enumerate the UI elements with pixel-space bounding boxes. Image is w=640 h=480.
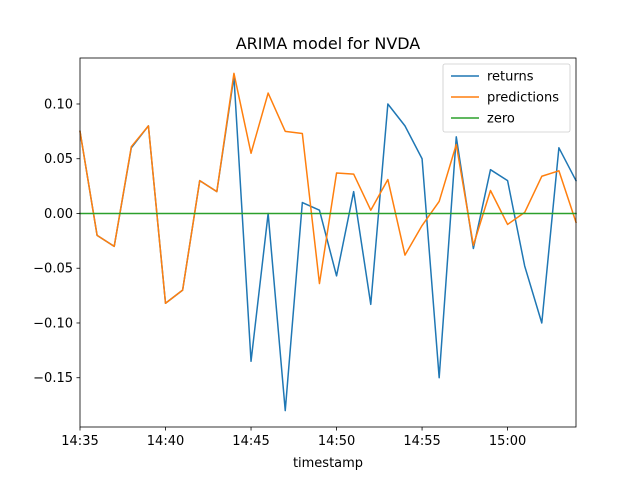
y-tick-label: −0.05 <box>33 262 73 277</box>
x-axis-label: timestamp <box>293 456 363 471</box>
legend-label-zero: zero <box>487 112 515 127</box>
x-tick-label: 14:35 <box>61 434 98 449</box>
x-tick-label: 14:45 <box>232 434 269 449</box>
y-tick-label: −0.10 <box>33 316 73 331</box>
y-tick-label: 0.05 <box>44 152 73 167</box>
x-tick-label: 14:50 <box>318 434 355 449</box>
axes-frame <box>79 57 577 428</box>
y-tick-label: −0.15 <box>33 371 73 386</box>
y-tick-label: 0.00 <box>44 207 73 222</box>
x-tick-label: 15:00 <box>489 434 526 449</box>
x-tick-label: 14:40 <box>147 434 184 449</box>
legend-label-predictions: predictions <box>487 91 559 106</box>
series-line-predictions <box>79 72 577 305</box>
y-tick-label: 0.10 <box>44 97 73 112</box>
legend: returns predictions zero <box>442 63 571 133</box>
legend-box <box>442 63 571 133</box>
x-tick-label: 14:55 <box>403 434 440 449</box>
legend-label-returns: returns <box>487 70 534 85</box>
axes-layer: −0.15 −0.10 −0.05 0.00 0.05 0.10 14:35 14:40 14:… <box>33 57 577 449</box>
chart-title: ARIMA model for NVDA <box>236 34 421 53</box>
series-layer <box>79 72 578 412</box>
